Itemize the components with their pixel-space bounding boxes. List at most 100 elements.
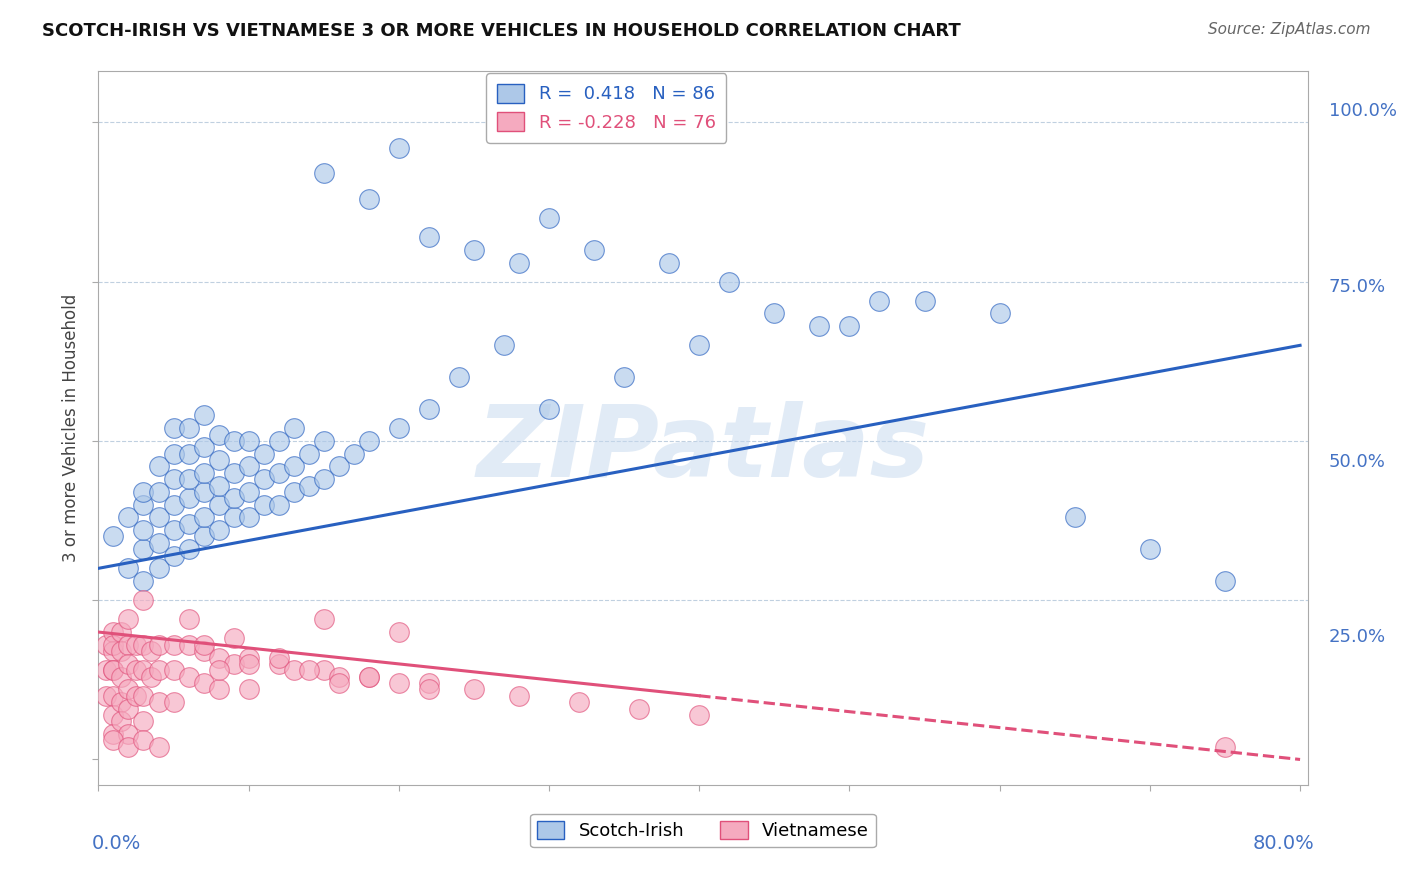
Point [328,459,350,474]
Point [103,689,125,703]
Point [222,491,245,506]
Point [162,447,184,461]
Point [110,695,132,709]
Point [162,695,184,709]
Point [193,638,215,652]
Point [267,498,290,512]
Point [103,733,125,747]
Point [238,657,260,671]
Point [207,523,229,537]
Point [110,644,132,658]
Point [132,498,155,512]
Point [328,676,350,690]
Point [283,459,305,474]
Point [312,612,335,626]
Point [117,727,139,741]
Text: 75.0%: 75.0% [1329,277,1386,295]
Point [222,657,245,671]
Point [253,472,276,486]
Point [357,192,380,206]
Point [110,670,132,684]
Point [162,663,184,677]
Point [148,695,170,709]
Point [177,447,200,461]
Point [103,644,125,658]
Point [125,663,148,677]
Point [238,650,260,665]
Point [162,523,184,537]
Point [177,491,200,506]
Point [238,459,260,474]
Point [125,638,148,652]
Point [132,574,155,588]
Point [838,319,860,334]
Point [110,714,132,729]
Point [222,466,245,480]
Point [117,682,139,697]
Point [447,370,470,384]
Point [312,434,335,448]
Point [162,472,184,486]
Point [193,440,215,454]
Point [267,434,290,448]
Point [103,663,125,677]
Point [418,676,440,690]
Point [117,510,139,524]
Point [207,478,229,492]
Point [988,306,1011,320]
Point [388,676,411,690]
Point [139,644,162,658]
Point [94,638,117,652]
Text: Source: ZipAtlas.com: Source: ZipAtlas.com [1208,22,1371,37]
Point [298,478,321,492]
Point [238,484,260,499]
Point [357,670,380,684]
Text: 100.0%: 100.0% [1329,103,1396,120]
Point [103,638,125,652]
Point [207,663,229,677]
Point [418,682,440,697]
Point [103,625,125,640]
Point [177,542,200,557]
Point [238,510,260,524]
Point [222,510,245,524]
Point [207,650,229,665]
Point [103,529,125,543]
Point [298,447,321,461]
Point [162,421,184,435]
Point [177,612,200,626]
Point [193,529,215,543]
Point [148,638,170,652]
Point [763,306,786,320]
Point [267,657,290,671]
Point [162,549,184,563]
Point [177,472,200,486]
Point [132,484,155,499]
Point [132,689,155,703]
Point [418,230,440,244]
Point [312,166,335,180]
Point [222,632,245,646]
Point [238,434,260,448]
Point [193,510,215,524]
Point [658,255,681,269]
Point [117,612,139,626]
Point [148,484,170,499]
Point [103,663,125,677]
Point [283,484,305,499]
Point [267,650,290,665]
Point [148,510,170,524]
Point [193,466,215,480]
Point [568,695,591,709]
Point [1213,574,1236,588]
Point [103,727,125,741]
Text: 0.0%: 0.0% [91,834,141,853]
Point [94,689,117,703]
Point [222,434,245,448]
Point [312,663,335,677]
Point [357,670,380,684]
Point [177,638,200,652]
Point [537,211,560,225]
Point [688,707,710,722]
Text: 25.0%: 25.0% [1329,628,1386,646]
